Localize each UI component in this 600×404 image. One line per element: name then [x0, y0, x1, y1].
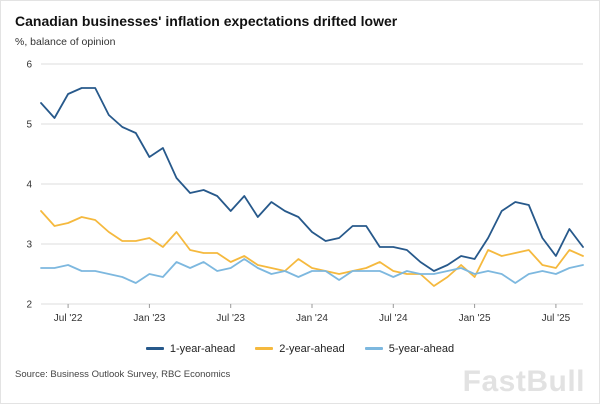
legend-item: 1-year-ahead — [145, 342, 236, 355]
legend-item: 5-year-ahead — [364, 342, 455, 355]
legend-line-swatch — [145, 347, 164, 350]
svg-text:6: 6 — [26, 59, 32, 70]
line-chart-svg: 2 3 4 5 6 Jul '22 Jan '23 Jul '23 Jan '24 Jul '24… — [26, 59, 584, 324]
legend-label: 5-year-ahead — [388, 342, 455, 355]
svg-text:Jan '25: Jan '25 — [459, 313, 491, 324]
legend-label: 1-year-ahead — [169, 342, 236, 355]
source-text: Source: Business Outlook Survey, RBC Eco… — [15, 368, 231, 380]
svg-text:Jan '24: Jan '24 — [296, 313, 328, 324]
svg-text:Jan '23: Jan '23 — [133, 313, 165, 324]
legend-line-swatch — [255, 347, 274, 350]
svg-text:Jul '25: Jul '25 — [542, 313, 571, 324]
svg-text:5: 5 — [26, 119, 32, 130]
svg-text:Jul '22: Jul '22 — [54, 313, 83, 324]
svg-text:2: 2 — [26, 299, 32, 310]
legend-item: 2-year-ahead — [255, 342, 345, 355]
legend-line-swatch — [364, 347, 383, 350]
svg-text:3: 3 — [26, 239, 32, 250]
chart-title: Canadian businesses' inflation expectati… — [15, 13, 398, 29]
chart-subtitle: %, balance of opinion — [15, 35, 116, 48]
line-chart: 2 3 4 5 6 Jul '22 Jan '23 Jul '23 Jan '24 Jul '24… — [15, 56, 585, 335]
chart-legend: 1-year-ahead 2-year-ahead 5-year-ahead — [15, 343, 585, 355]
svg-text:4: 4 — [26, 179, 32, 190]
legend-label: 2-year-ahead — [279, 342, 345, 355]
svg-text:Jul '23: Jul '23 — [216, 313, 245, 324]
svg-text:Jul '24: Jul '24 — [379, 313, 408, 324]
